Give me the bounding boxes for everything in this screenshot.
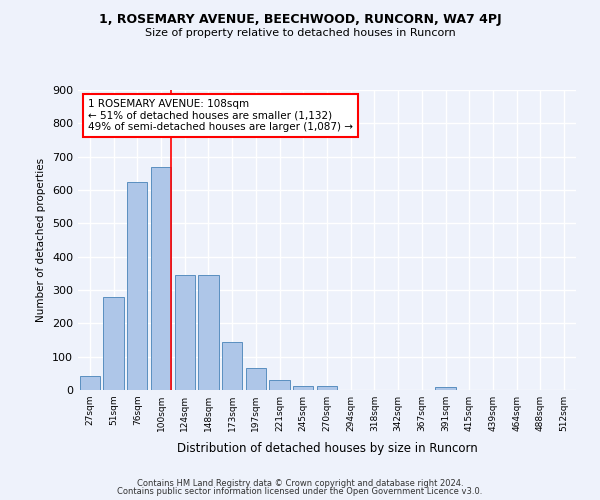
Bar: [127, 182, 148, 390]
Text: Contains HM Land Registry data © Crown copyright and database right 2024.: Contains HM Land Registry data © Crown c…: [137, 478, 463, 488]
Bar: [103, 296, 124, 390]
Bar: [222, 342, 242, 390]
Bar: [246, 368, 266, 390]
Bar: [80, 376, 100, 390]
Text: 1, ROSEMARY AVENUE, BEECHWOOD, RUNCORN, WA7 4PJ: 1, ROSEMARY AVENUE, BEECHWOOD, RUNCORN, …: [98, 12, 502, 26]
Bar: [317, 386, 337, 390]
Y-axis label: Number of detached properties: Number of detached properties: [37, 158, 46, 322]
Bar: [436, 386, 455, 390]
Bar: [175, 275, 195, 390]
X-axis label: Distribution of detached houses by size in Runcorn: Distribution of detached houses by size …: [176, 442, 478, 456]
Text: Size of property relative to detached houses in Runcorn: Size of property relative to detached ho…: [145, 28, 455, 38]
Bar: [269, 380, 290, 390]
Bar: [199, 275, 218, 390]
Text: 1 ROSEMARY AVENUE: 108sqm
← 51% of detached houses are smaller (1,132)
49% of se: 1 ROSEMARY AVENUE: 108sqm ← 51% of detac…: [88, 99, 353, 132]
Text: Contains public sector information licensed under the Open Government Licence v3: Contains public sector information licen…: [118, 487, 482, 496]
Bar: [293, 386, 313, 390]
Bar: [151, 166, 171, 390]
